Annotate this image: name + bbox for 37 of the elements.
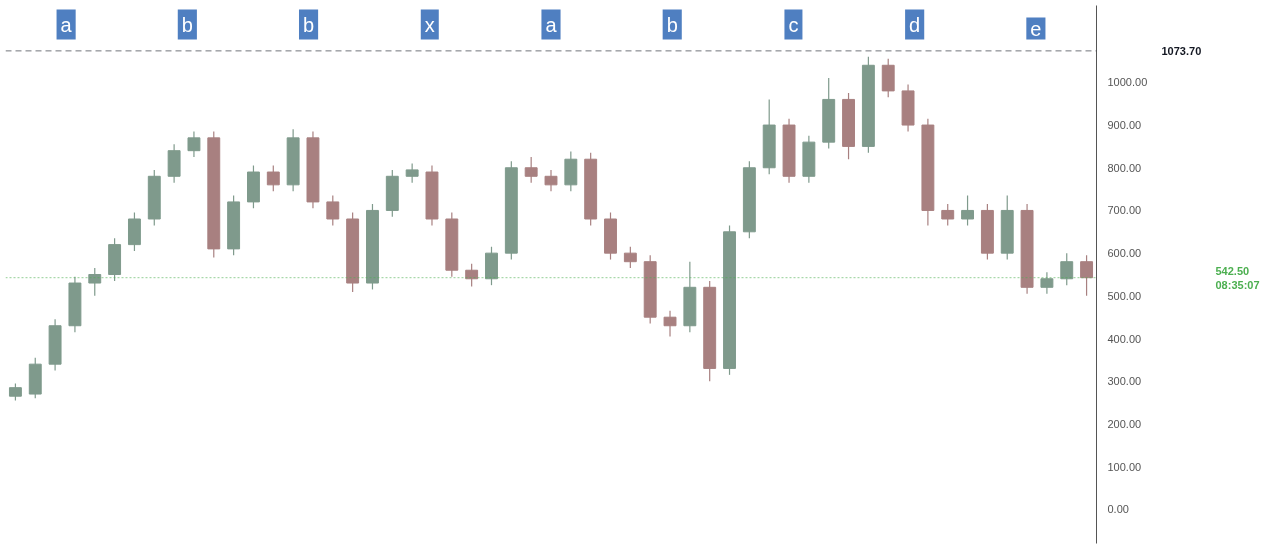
candlestick — [961, 194, 975, 226]
ref-line-label: 542.50 08:35:07 — [1215, 264, 1260, 291]
y-tick-label: 200.00 — [1107, 417, 1142, 430]
candlestick — [405, 162, 419, 184]
candlestick — [88, 267, 102, 297]
candlestick — [663, 310, 677, 338]
candlestick — [187, 130, 201, 158]
candlestick — [623, 246, 637, 269]
y-tick-label: 700.00 — [1107, 204, 1142, 217]
annotation: a — [545, 13, 558, 36]
candlestick — [1040, 271, 1054, 295]
ref-line-label: 1073.70 — [1161, 44, 1202, 57]
candlestick — [326, 194, 340, 226]
annotation: b — [302, 13, 315, 36]
y-tick-label: 500.00 — [1107, 289, 1142, 302]
annotation: b — [666, 13, 678, 36]
y-tick-label: 100.00 — [1107, 460, 1142, 473]
y-tick-label: 0.00 — [1107, 503, 1129, 516]
annotation: x — [424, 13, 435, 36]
annotation: a — [60, 13, 73, 36]
candlestick — [544, 169, 558, 192]
annotation: e — [1030, 17, 1042, 40]
candlestick — [524, 156, 538, 184]
y-tick-label: 800.00 — [1107, 161, 1142, 174]
annotation: c — [788, 13, 799, 36]
annotation: d — [909, 13, 921, 36]
y-tick-label: 600.00 — [1107, 247, 1142, 260]
y-tick-label: 300.00 — [1107, 375, 1142, 388]
y-tick-label: 900.00 — [1107, 119, 1142, 132]
annotation: b — [181, 13, 193, 36]
candlestick — [465, 263, 479, 288]
candlestick — [941, 203, 955, 226]
y-tick-label: 1000.00 — [1107, 76, 1148, 89]
candlestick — [1060, 252, 1074, 286]
candlestick — [1080, 254, 1094, 297]
candlestick — [266, 165, 280, 192]
y-tick-label: 400.00 — [1107, 332, 1142, 345]
